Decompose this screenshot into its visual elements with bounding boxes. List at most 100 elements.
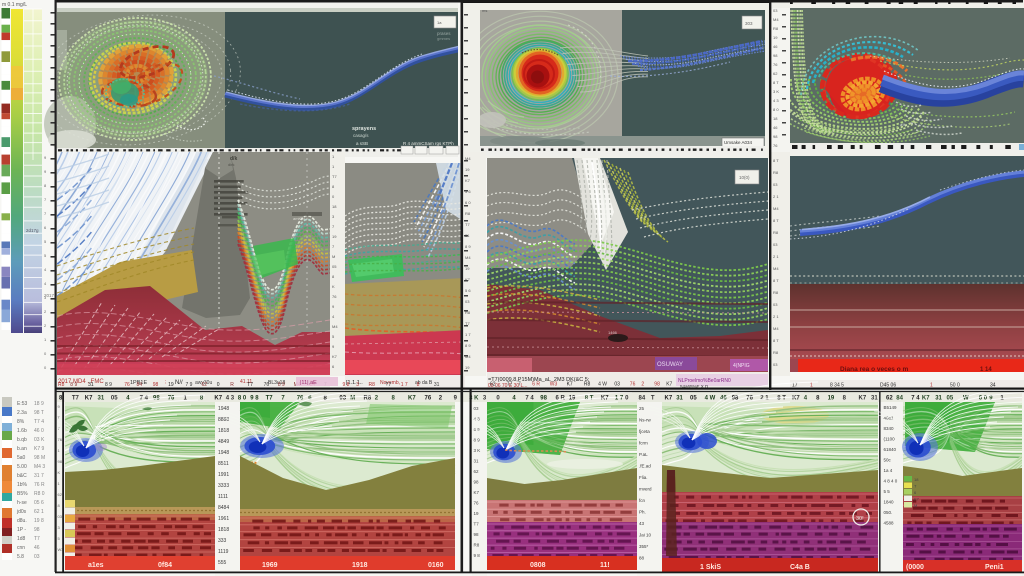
svg-text:98: 98 (58, 459, 63, 464)
svg-text:8: 8 (332, 184, 335, 189)
svg-text:1 7: 1 7 (615, 396, 624, 402)
svg-text:9: 9 (989, 396, 993, 402)
svg-text:B5%: B5% (17, 491, 28, 497)
svg-text:M: M (332, 254, 335, 259)
svg-text:fcn: fcn (639, 498, 646, 503)
svg-text:1818: 1818 (218, 428, 229, 434)
svg-text:50 0: 50 0 (950, 383, 960, 389)
svg-text:3: 3 (356, 382, 359, 388)
svg-text:17: 17 (792, 383, 798, 389)
svg-text:0: 0 (496, 396, 500, 402)
svg-text:R8: R8 (474, 543, 480, 548)
svg-text:2017 MD4 , FMC: 2017 MD4 , FMC (58, 379, 104, 385)
svg-text:4 8 4 0: 4 8 4 0 (884, 479, 898, 484)
svg-text:R8: R8 (773, 290, 779, 295)
svg-text:46: 46 (34, 545, 40, 551)
svg-text:(1100: (1100 (884, 437, 896, 442)
svg-text:jd0s: jd0s (16, 509, 27, 515)
svg-text:3 K: 3 K (474, 448, 481, 453)
svg-text:b.an: b.an (17, 446, 27, 452)
svg-text:9: 9 (332, 304, 335, 309)
svg-text:8340: 8340 (884, 426, 895, 431)
svg-text:dirk: dirk (228, 162, 234, 167)
svg-text:K7: K7 (665, 396, 673, 402)
svg-text:0: 0 (332, 194, 335, 199)
svg-text:6 0: 6 0 (465, 200, 471, 205)
svg-text:4: 4 (512, 396, 516, 402)
svg-text:4: 4 (44, 281, 47, 286)
svg-text:03: 03 (773, 182, 778, 187)
svg-text:19: 19 (773, 35, 778, 40)
svg-text:8 T: 8 T (773, 218, 779, 223)
svg-text:R8 0: R8 0 (34, 491, 45, 497)
svg-text:76: 76 (332, 294, 337, 299)
svg-text:1: 1 (332, 154, 335, 159)
svg-text:5.8: 5.8 (17, 554, 24, 560)
svg-text:18: 18 (332, 204, 337, 209)
svg-text:1 SkiS: 1 SkiS (700, 564, 721, 571)
svg-text:7 9: 7 9 (186, 382, 193, 388)
svg-text:03: 03 (773, 242, 778, 247)
svg-text:5.00: 5.00 (17, 464, 27, 470)
svg-text:7: 7 (44, 211, 47, 216)
svg-text:19: 19 (465, 365, 470, 370)
svg-text:1: 1 (58, 448, 61, 453)
svg-text:R8: R8 (584, 382, 591, 388)
svg-text:K7: K7 (567, 382, 573, 388)
svg-text:NLProelmo%Be0arRN0: NLProelmo%Be0arRN0 (678, 378, 731, 384)
svg-text:03: 03 (614, 382, 620, 388)
svg-text:8 0: 8 0 (773, 107, 779, 112)
svg-text:76: 76 (58, 437, 63, 442)
svg-text:W3: W3 (550, 382, 558, 388)
svg-text:555: 555 (218, 560, 227, 566)
svg-text:62 1: 62 1 (34, 509, 44, 515)
svg-text:R8: R8 (369, 382, 376, 388)
svg-text:88: 88 (639, 556, 645, 561)
svg-text:5 6: 5 6 (465, 288, 471, 293)
svg-text:T7 4: T7 4 (34, 419, 44, 425)
svg-text:19: 19 (168, 382, 174, 388)
svg-text:4 3: 4 3 (474, 417, 481, 422)
svg-text:62: 62 (886, 396, 893, 402)
svg-text:8511: 8511 (218, 461, 229, 467)
svg-text:Flia.: Flia. (639, 475, 648, 480)
svg-text:76: 76 (773, 143, 778, 148)
svg-text:R8: R8 (773, 350, 779, 355)
svg-text:a1es: a1es (88, 562, 104, 569)
svg-text:K7: K7 (465, 178, 471, 183)
svg-text:R 4 ammCSam rgs KTPh: R 4 ammCSam rgs KTPh (403, 141, 454, 146)
svg-text:h-se: h-se (17, 500, 27, 506)
svg-text:0f84: 0f84 (158, 562, 172, 569)
svg-text:K7: K7 (859, 396, 867, 402)
svg-text:76: 76 (425, 396, 432, 402)
svg-text:3: 3 (483, 396, 487, 402)
svg-text:M4: M4 (773, 206, 779, 211)
svg-text:6: 6 (332, 364, 335, 369)
svg-text:6 R: 6 R (532, 382, 540, 388)
svg-text:1840: 1840 (884, 500, 895, 505)
svg-text:2017: 2017 (44, 293, 55, 298)
svg-text:46: 46 (773, 125, 778, 130)
svg-text:1991: 1991 (218, 472, 229, 478)
svg-text:R8: R8 (773, 170, 779, 175)
svg-text:2: 2 (44, 309, 47, 314)
svg-text:62: 62 (490, 382, 496, 388)
svg-text:B5149: B5149 (884, 405, 898, 410)
svg-text:1: 1 (332, 164, 335, 169)
svg-text:98 T: 98 T (34, 410, 44, 416)
svg-text:K7: K7 (465, 277, 471, 282)
svg-text:11!: 11! (600, 562, 610, 569)
svg-text:3: 3 (332, 214, 335, 219)
svg-text:7: 7 (332, 224, 335, 229)
svg-text:2: 2 (44, 323, 47, 328)
svg-text:2d17g: 2d17g (26, 228, 39, 233)
svg-text:1b%: 1b% (17, 482, 28, 488)
svg-text:8: 8 (417, 382, 420, 388)
svg-text:31: 31 (88, 382, 94, 388)
svg-text:M4: M4 (465, 354, 471, 359)
svg-text:1: 1 (810, 383, 813, 389)
svg-text:5a0: 5a0 (17, 455, 26, 461)
svg-text:T7: T7 (72, 396, 80, 402)
svg-text:7: 7 (44, 197, 47, 202)
svg-text:05: 05 (111, 396, 118, 402)
